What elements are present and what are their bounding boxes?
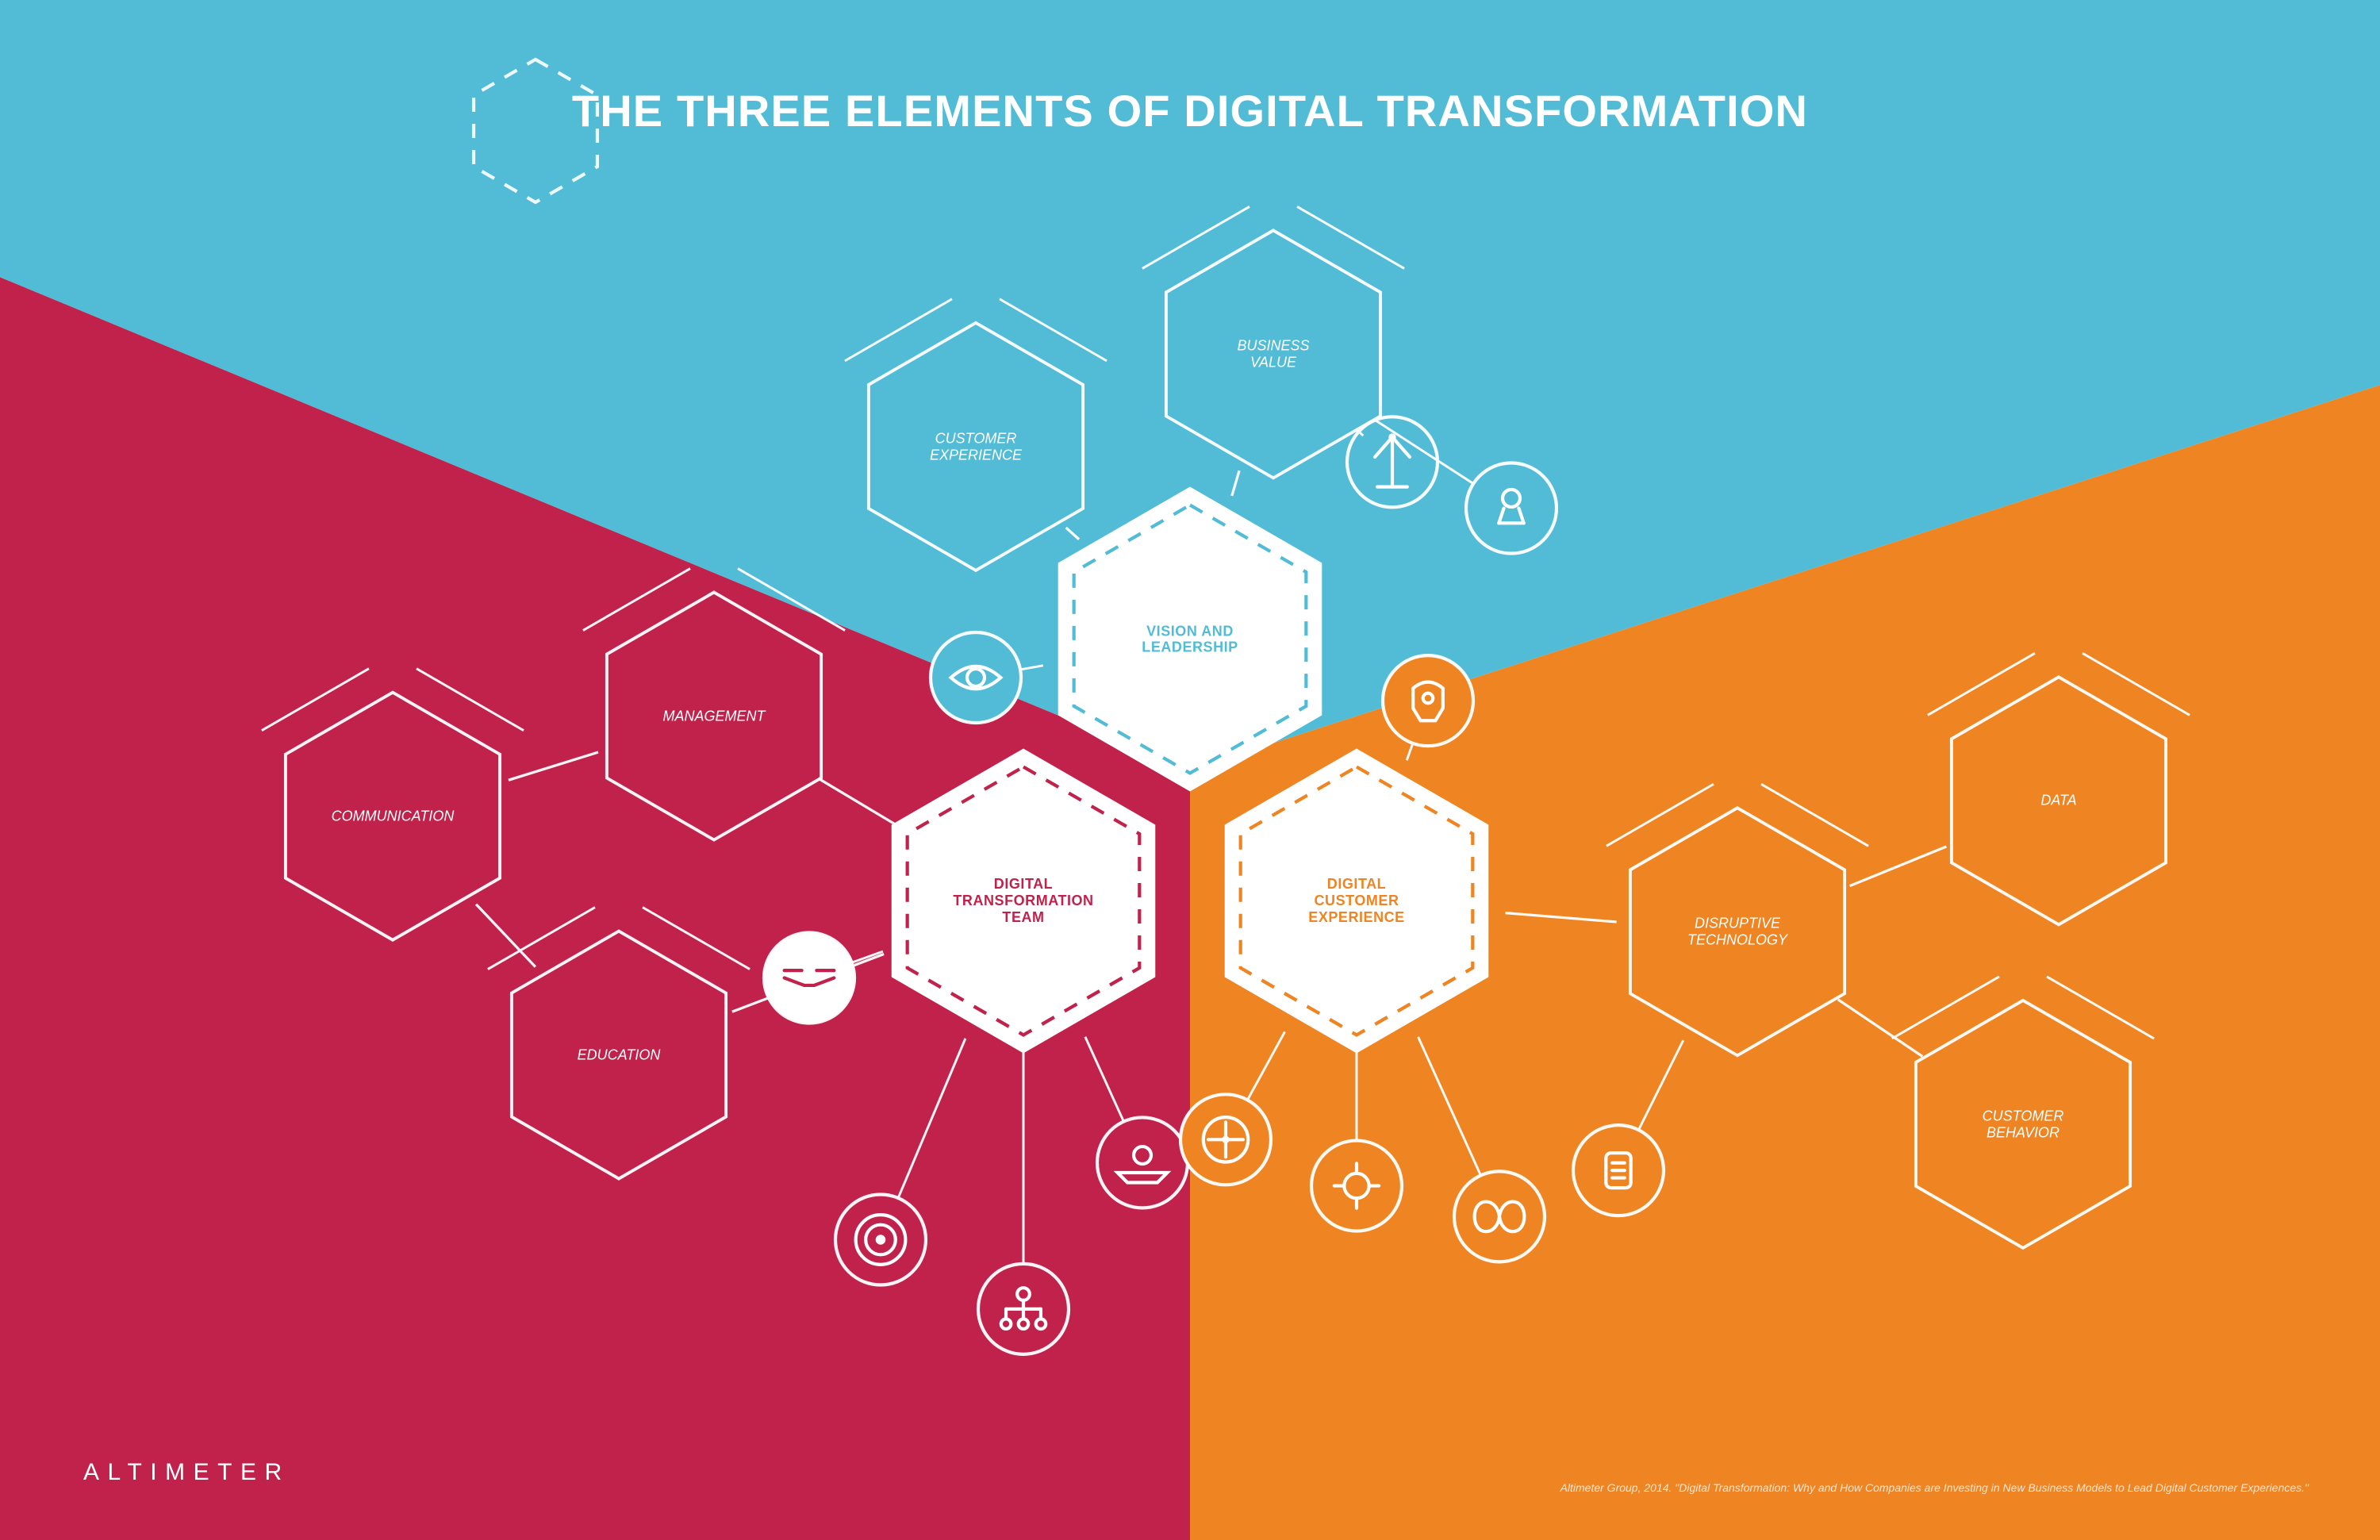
page-title: THE THREE ELEMENTS OF DIGITAL TRANSFORMA… (0, 85, 2380, 136)
diagram-svg (0, 0, 2380, 1540)
hex-label: DISRUPTIVETECHNOLOGY (1687, 916, 1787, 948)
hex-label: VISION ANDLEADERSHIP (1142, 623, 1238, 655)
hex-label: DIGITALTRANSFORMATIONTEAM (953, 876, 1093, 925)
hex-label: COMMUNICATION (332, 808, 455, 824)
infographic-stage: THE THREE ELEMENTS OF DIGITAL TRANSFORMA… (0, 0, 2380, 1540)
hex-label: EDUCATION (578, 1047, 661, 1063)
hex-label: MANAGEMENT (662, 708, 765, 724)
source-credit: Altimeter Group, 2014. "Digital Transfor… (1560, 1481, 2309, 1494)
eye-icon (931, 632, 1021, 723)
brand-logo-text: ALTIMETER (83, 1459, 290, 1486)
hex-label: DIGITALCUSTOMEREXPERIENCE (1308, 876, 1404, 925)
hex-label: CUSTOMERBEHAVIOR (1983, 1108, 2064, 1140)
ai_head-icon (1383, 655, 1473, 746)
hex-label: BUSINESSVALUE (1237, 338, 1309, 371)
hex-label: CUSTOMEREXPERIENCE (930, 430, 1022, 463)
hex-label: DATA (2040, 793, 2076, 809)
handshake-icon (764, 933, 854, 1023)
